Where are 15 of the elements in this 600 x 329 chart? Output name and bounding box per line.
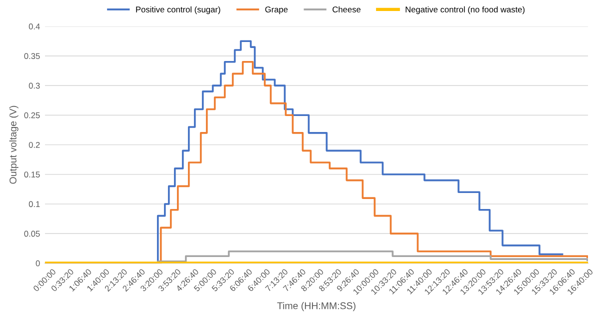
- y-tick-label: 0.15: [24, 172, 40, 178]
- y-tick-label: 0.35: [24, 53, 40, 60]
- legend-label: Grape: [265, 6, 288, 14]
- y-tick-label: 0.05: [24, 230, 40, 237]
- y-axis-title: Output voltage (V): [9, 106, 18, 184]
- y-tick-label: 0.1: [28, 201, 40, 208]
- x-axis-title: Time (HH:MM:SS): [277, 302, 356, 312]
- legend-label: Positive control (sugar): [136, 6, 220, 14]
- y-tick-label: 0: [36, 260, 40, 266]
- y-tick-label: 0.3: [28, 82, 40, 89]
- y-tick-label: 0.4: [28, 24, 40, 30]
- y-tick-label: 0.2: [28, 142, 40, 148]
- legend-label: Negative control (no food waste): [406, 6, 525, 14]
- legend-label: Cheese: [332, 6, 361, 12]
- y-tick-label: 0.25: [24, 112, 40, 118]
